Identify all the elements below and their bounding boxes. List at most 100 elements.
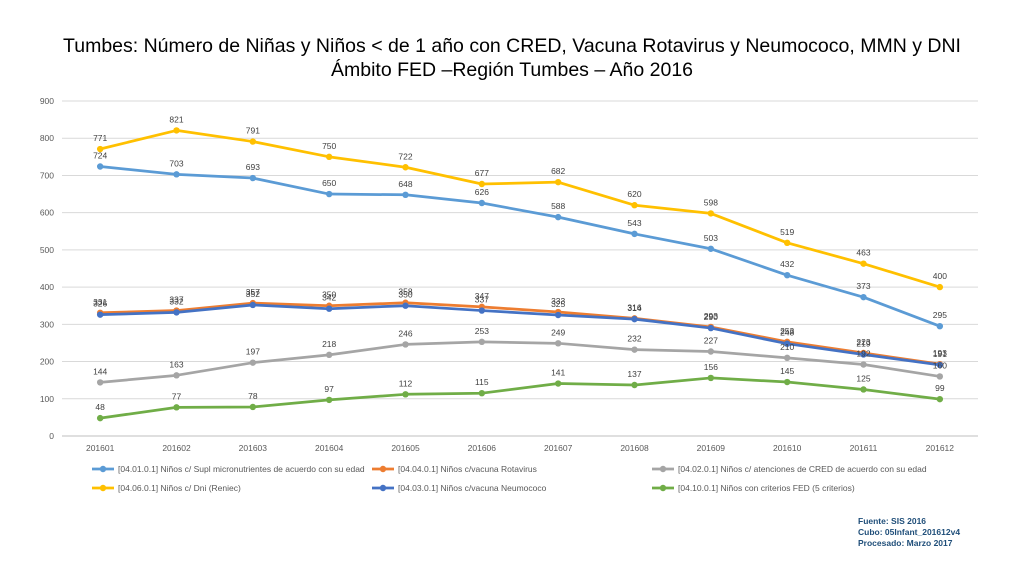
- legend-swatch-marker: [379, 484, 387, 492]
- data-label: 160: [933, 360, 947, 370]
- data-label: 519: [780, 227, 794, 237]
- data-label: 191: [933, 349, 947, 359]
- data-label: 333: [551, 296, 565, 306]
- data-point: [96, 311, 104, 318]
- data-label: 463: [856, 248, 870, 258]
- data-point: [173, 171, 180, 178]
- data-label: 337: [169, 295, 183, 305]
- data-point: [707, 374, 715, 382]
- data-label: 358: [398, 287, 412, 297]
- data-point: [325, 351, 333, 359]
- x-tick-label: 201608: [620, 443, 649, 453]
- data-point: [402, 164, 409, 171]
- data-point: [936, 283, 944, 291]
- data-label: 99: [935, 383, 945, 393]
- data-label: 253: [475, 326, 489, 336]
- data-label: 218: [322, 339, 336, 349]
- y-tick-label: 300: [40, 319, 54, 329]
- data-label: 650: [322, 178, 336, 188]
- y-tick-label: 900: [40, 96, 54, 106]
- data-point: [96, 145, 104, 153]
- data-point: [860, 260, 867, 267]
- data-label: 347: [475, 291, 489, 301]
- data-point: [631, 202, 638, 209]
- source-line-2: Cubo: 05Infant_201612v4: [858, 527, 961, 537]
- data-point: [631, 381, 638, 389]
- data-point: [554, 311, 562, 319]
- data-point: [631, 230, 638, 238]
- data-label: 210: [780, 342, 794, 352]
- data-label: 192: [856, 349, 870, 359]
- data-point: [860, 386, 867, 393]
- data-label: 223: [856, 337, 870, 347]
- data-label: 163: [169, 359, 183, 369]
- data-point: [173, 372, 180, 379]
- data-label: 193: [933, 348, 947, 358]
- x-tick-label: 201607: [544, 443, 573, 453]
- data-label: 722: [398, 151, 412, 161]
- data-point: [402, 391, 409, 398]
- chart-title-line-2: Ámbito FED –Región Tumbes – Año 2016: [330, 59, 694, 81]
- data-label: 197: [246, 347, 260, 357]
- series-line: [98, 303, 942, 367]
- data-point: [783, 354, 791, 362]
- data-point: [325, 153, 333, 161]
- data-label: 232: [627, 334, 641, 344]
- data-label: 219: [856, 338, 870, 348]
- data-label: 750: [322, 141, 336, 151]
- data-label: 48: [95, 402, 105, 412]
- legend-entry-label: [04.03.0.1] Niños c/vacuna Neumococo: [398, 483, 547, 493]
- data-label: 432: [780, 259, 794, 269]
- data-label: 314: [627, 303, 641, 313]
- data-label: 352: [246, 289, 260, 299]
- x-tick-label: 201612: [926, 443, 955, 453]
- legend-swatch-marker: [379, 465, 387, 473]
- data-point: [173, 127, 180, 134]
- data-label: 249: [551, 327, 565, 337]
- x-tick-label: 201602: [162, 443, 191, 453]
- y-tick-label: 800: [40, 133, 54, 143]
- data-point: [554, 178, 562, 186]
- data-point: [249, 403, 257, 411]
- grid-lines: [62, 100, 978, 437]
- x-tick-label: 201609: [697, 443, 726, 453]
- data-label: 791: [246, 126, 260, 136]
- data-point: [478, 180, 486, 188]
- data-label: 97: [324, 384, 334, 394]
- data-label: 373: [856, 281, 870, 291]
- x-tick-label: 201604: [315, 443, 344, 453]
- data-point: [707, 210, 715, 217]
- y-tick-label: 100: [40, 394, 54, 404]
- data-label: 337: [475, 295, 489, 305]
- legend-swatch-marker: [659, 465, 667, 473]
- data-label: 724: [93, 151, 107, 161]
- data-label: 703: [169, 158, 183, 168]
- data-point: [325, 305, 333, 312]
- data-label: 620: [627, 189, 641, 199]
- data-point: [96, 163, 104, 170]
- legend-entry-label: [04.02.0.1] Niños c/ atenciones de CRED …: [678, 464, 927, 474]
- data-point: [402, 191, 409, 198]
- source-line-3: Procesado: Marzo 2017: [858, 538, 953, 548]
- data-point: [249, 138, 257, 145]
- data-label: 821: [169, 114, 183, 124]
- data-label: 677: [475, 168, 489, 178]
- data-point: [173, 404, 180, 411]
- data-label: 598: [704, 197, 718, 207]
- data-label: 112: [399, 378, 413, 388]
- data-point: [554, 380, 562, 387]
- data-label: 316: [627, 302, 641, 312]
- data-label: 141: [551, 368, 565, 378]
- data-label: 290: [704, 312, 718, 322]
- data-label: 350: [398, 290, 412, 300]
- data-point: [860, 351, 867, 358]
- y-tick-label: 0: [49, 431, 54, 441]
- legend-entry-label: [04.06.0.1] Niños c/ Dni (Reniec): [118, 483, 241, 493]
- legend-entry-label: [04.04.0.1] Niños c/vacuna Rotavirus: [398, 464, 537, 474]
- legend-swatch-marker: [99, 465, 107, 473]
- data-point: [783, 378, 791, 386]
- data-point: [249, 301, 257, 309]
- data-point: [96, 414, 104, 422]
- y-axis: 0 100 200 300 400 500 600 700 800 900: [40, 96, 54, 441]
- data-label: 771: [93, 133, 107, 143]
